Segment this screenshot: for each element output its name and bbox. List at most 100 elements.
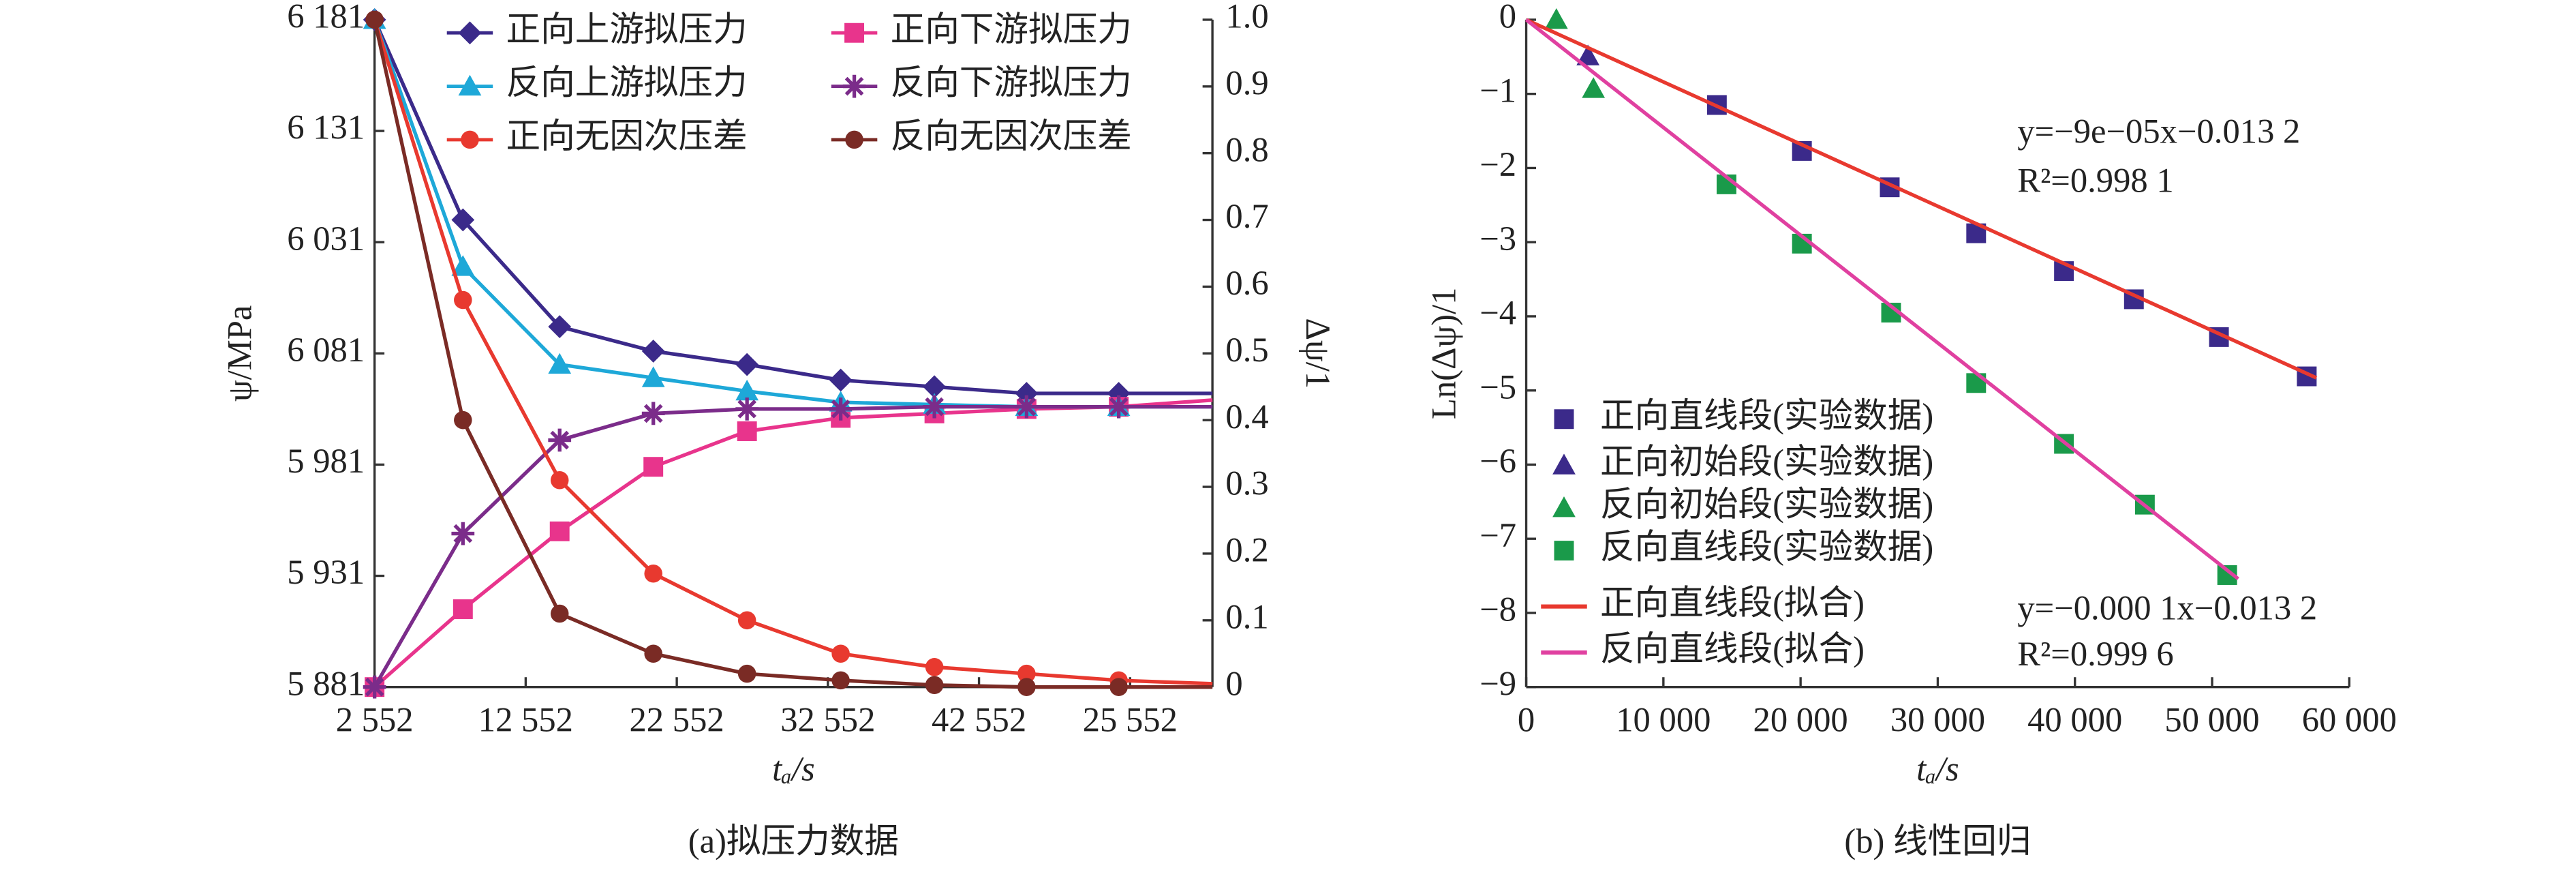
series-line [373, 19, 1213, 689]
y2-axis-label: Δψ/1 [1299, 318, 1337, 389]
legend-marker [458, 21, 482, 45]
marker-star [923, 395, 946, 419]
marker-circle [644, 644, 662, 663]
legend-marker [844, 22, 865, 43]
y2-tick-label: 0.5 [1225, 331, 1268, 369]
y-tick-label: −1 [1479, 71, 1516, 109]
y2-tick-label: 0.9 [1225, 63, 1268, 102]
y-tick-label: −2 [1479, 145, 1516, 183]
annotation: y=−9e−05x−0.013 2 [2017, 112, 2300, 150]
y-tick-label: −7 [1479, 516, 1516, 554]
series-line [373, 18, 1213, 395]
y-tick-label: −8 [1479, 590, 1516, 629]
marker-circle [1017, 678, 1036, 696]
x-tick-label: 40 000 [2027, 700, 2122, 738]
x-axis-label: tₐ/s [1916, 750, 1959, 788]
y-tick-label: 6 031 [287, 220, 365, 258]
marker-star [641, 402, 665, 425]
marker-triangle [451, 255, 475, 276]
marker-triangle [735, 379, 759, 401]
marker-star [363, 675, 386, 699]
marker-circle [831, 671, 850, 690]
y2-tick-label: 1.0 [1225, 0, 1268, 35]
x-tick-label: 20 000 [1753, 700, 1848, 738]
legend-marker [1554, 541, 1574, 561]
annotation: R²=0.999 6 [2017, 635, 2173, 673]
marker-diamond [451, 208, 475, 232]
marker-circle [737, 611, 756, 630]
y-tick-label: −4 [1479, 294, 1516, 332]
marker-diamond [548, 315, 572, 339]
marker-circle [1017, 664, 1036, 683]
series-line [373, 404, 1213, 689]
y-tick-label: −9 [1479, 664, 1516, 702]
marker-triangle [641, 366, 665, 387]
y-tick-label: −6 [1479, 442, 1516, 480]
marker-triangle [1582, 77, 1606, 98]
annotation: y=−0.000 1x−0.013 2 [2017, 588, 2317, 627]
series-line [1524, 18, 2239, 580]
marker-circle [925, 676, 944, 695]
marker-circle [365, 10, 384, 29]
marker-circle [737, 664, 756, 683]
y-axis-label: Ln(Δψ)/1 [1424, 288, 1462, 420]
y2-tick-label: 0.2 [1225, 531, 1268, 569]
marker-diamond [1107, 382, 1131, 405]
y-tick-label: 6 081 [287, 331, 365, 369]
marker-circle [925, 658, 944, 676]
x-tick-label: 25 552 [1083, 700, 1178, 738]
y-axis-label: ψ/MPa [220, 305, 258, 402]
y2-tick-label: 0 [1225, 664, 1242, 702]
caption: (b) 线性回归 [1844, 822, 2031, 860]
marker-circle [831, 644, 850, 663]
legend-label: 正向无因次压差 [506, 117, 748, 155]
y-tick-label: 5 881 [287, 664, 365, 702]
x-tick-label: 32 552 [780, 700, 875, 738]
x-tick-label: 12 552 [478, 700, 573, 738]
caption: (a)拟压力数据 [688, 822, 899, 860]
legend-marker [458, 74, 482, 96]
legend-marker [1552, 496, 1576, 518]
legend-label: 正向下游拟压力 [891, 10, 1132, 48]
series-line [373, 19, 1213, 686]
marker-circle [454, 410, 472, 430]
legend-label: 正向直线段(拟合) [1600, 584, 1865, 622]
marker-diamond [735, 352, 759, 376]
legend-marker [845, 130, 863, 149]
marker-star [548, 428, 572, 452]
marker-circle [454, 290, 472, 310]
marker-diamond [641, 340, 665, 363]
series-line [1525, 18, 2318, 380]
y-tick-label: 6 131 [287, 108, 365, 147]
series-line [373, 398, 1213, 689]
x-tick-label: 42 552 [932, 700, 1026, 738]
legend-label: 反向初始段(实验数据) [1600, 485, 1933, 524]
legend-label: 反向无因次压差 [891, 117, 1132, 155]
marker-circle [550, 471, 569, 490]
marker-diamond [923, 375, 946, 399]
marker-square [1966, 373, 1987, 393]
legend-marker [461, 130, 479, 149]
x-tick-label: 22 552 [630, 700, 724, 738]
y2-tick-label: 0.8 [1225, 130, 1268, 168]
y-tick-label: −5 [1479, 368, 1516, 406]
legend-marker [1552, 453, 1576, 475]
x-tick-label: 50 000 [2164, 700, 2259, 738]
x-tick-label: 10 000 [1616, 700, 1711, 738]
y2-tick-label: 0.3 [1225, 464, 1268, 502]
marker-diamond [829, 368, 853, 392]
marker-square [453, 599, 473, 619]
x-tick-label: 0 [1518, 700, 1535, 738]
y2-tick-label: 0.6 [1225, 264, 1268, 302]
legend-label: 正向上游拟压力 [506, 10, 748, 48]
marker-triangle [1544, 8, 1568, 29]
marker-triangle [548, 352, 572, 374]
marker-circle [550, 604, 569, 623]
y-tick-label: 0 [1499, 0, 1516, 35]
y2-tick-label: 0.4 [1225, 397, 1268, 436]
marker-star [829, 397, 853, 421]
y2-tick-label: 0.1 [1225, 597, 1268, 635]
marker-triangle [1576, 44, 1600, 65]
